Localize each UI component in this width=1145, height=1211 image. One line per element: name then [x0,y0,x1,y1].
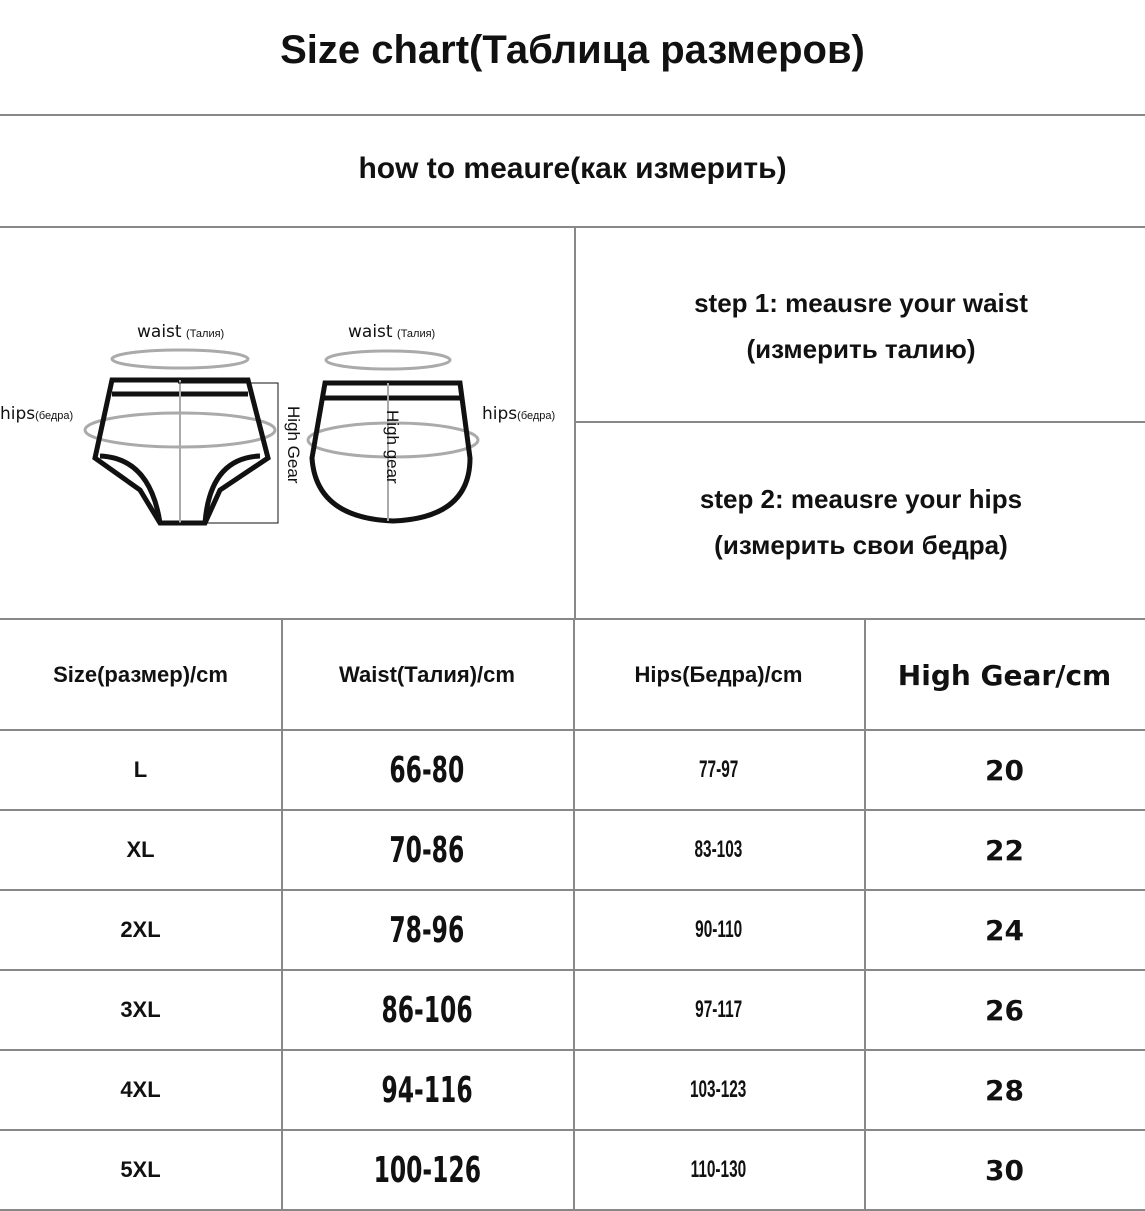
row-divider [0,729,1145,731]
step-2-text: step 2: meausre your hips [699,484,1023,514]
cell-size-text: 5XL [120,1157,161,1182]
cell-waist: 70-86 [303,810,551,890]
header-high-gear: High Gear/cm [864,620,1145,730]
cell-hips-text: 103-123 [690,1076,747,1103]
divider [0,114,1145,116]
cell-high-gear-text: 26 [985,993,1024,1027]
cell-waist-text: 70-86 [389,829,465,871]
cell-hips: 77-97 [602,730,835,810]
high-gear-label-2: High gear [383,410,402,484]
cell-high-gear-text: 24 [985,913,1024,947]
hips-label-2: hips(бедра) [482,404,556,424]
header-high-gear-text: High Gear/cm [897,658,1112,692]
step-1-text-ru: (измерить талию) [746,334,976,364]
divider [574,228,576,618]
cell-waist-text: 100-126 [373,1149,481,1191]
row-divider [0,889,1145,891]
cell-high-gear-text: 28 [985,1073,1024,1107]
col-divider [281,620,283,1210]
cell-hips-text: 97-117 [695,996,742,1023]
header-size-text: Size(размер)/cm [53,662,228,687]
cell-waist: 94-116 [303,1050,551,1130]
cell-hips: 90-110 [602,890,835,970]
cell-waist: 100-126 [303,1130,551,1210]
cell-hips-text: 77-97 [698,756,739,783]
hips-label-1: hips(бедра) [0,404,74,424]
cell-size-text: 3XL [120,997,161,1022]
header-size: Size(размер)/cm [0,620,281,730]
header-hips-text: Hips(Бедра)/cm [634,662,803,687]
cell-hips: 110-130 [602,1130,835,1210]
cell-waist-text: 86-106 [381,989,473,1031]
waist-label-2: waist (Талия) [348,322,436,342]
divider [0,618,1145,620]
cell-hips: 83-103 [602,810,835,890]
step-1: step 1: meausre your waist (измерить тал… [577,280,1145,372]
step-1-text: step 1: meausre your waist [694,288,1028,318]
cell-hips-text: 90-110 [695,916,742,943]
step-2: step 2: meausre your hips (измерить свои… [577,476,1145,568]
row-divider [0,809,1145,811]
high-gear-label-1: High Gear [284,406,303,484]
cell-size-text: 4XL [120,1077,161,1102]
page-title: Size chart(Таблица размеров) [280,28,865,72]
cell-hips: 103-123 [602,1050,835,1130]
cell-waist-text: 94-116 [381,1069,473,1111]
step-2-text-ru: (измерить свои бедра) [714,530,1008,560]
subtitle: how to meaure(как измерить) [358,152,787,185]
row-divider [0,1129,1145,1131]
cell-hips-text: 110-130 [690,1156,747,1183]
cell-high-gear: 22 [864,810,1145,890]
cell-high-gear-text: 22 [985,833,1024,867]
cell-waist: 66-80 [303,730,551,810]
cell-size: XL [0,810,281,890]
cell-high-gear-text: 20 [985,753,1024,787]
col-divider [573,620,575,1210]
cell-high-gear: 28 [864,1050,1145,1130]
cell-size-text: XL [126,837,155,862]
cell-hips: 97-117 [602,970,835,1050]
measure-diagram: waist (Талия) waist (Талия) hips(бедра) … [0,228,575,618]
waist-label-1: waist (Талия) [137,322,225,342]
header-hips: Hips(Бедра)/cm [573,620,864,730]
header-waist: Waist(Талия)/cm [281,620,573,730]
briefs-illustration [83,348,480,526]
cell-size: 2XL [0,890,281,970]
cell-high-gear: 20 [864,730,1145,810]
cell-waist: 86-106 [303,970,551,1050]
cell-size-text: 2XL [120,917,161,942]
cell-waist-text: 66-80 [389,749,465,791]
cell-size: 3XL [0,970,281,1050]
divider [576,421,1145,423]
cell-waist: 78-96 [303,890,551,970]
col-divider [864,620,866,1210]
cell-size-text: L [133,757,148,782]
cell-size: 5XL [0,1130,281,1210]
row-divider [0,969,1145,971]
cell-size: L [0,730,281,810]
cell-high-gear-text: 30 [985,1153,1024,1187]
cell-high-gear: 24 [864,890,1145,970]
cell-high-gear: 26 [864,970,1145,1050]
cell-hips-text: 83-103 [694,836,743,863]
header-waist-text: Waist(Талия)/cm [339,662,515,687]
cell-waist-text: 78-96 [389,909,465,951]
cell-size: 4XL [0,1050,281,1130]
cell-high-gear: 30 [864,1130,1145,1210]
row-divider [0,1049,1145,1051]
divider [0,226,1145,228]
